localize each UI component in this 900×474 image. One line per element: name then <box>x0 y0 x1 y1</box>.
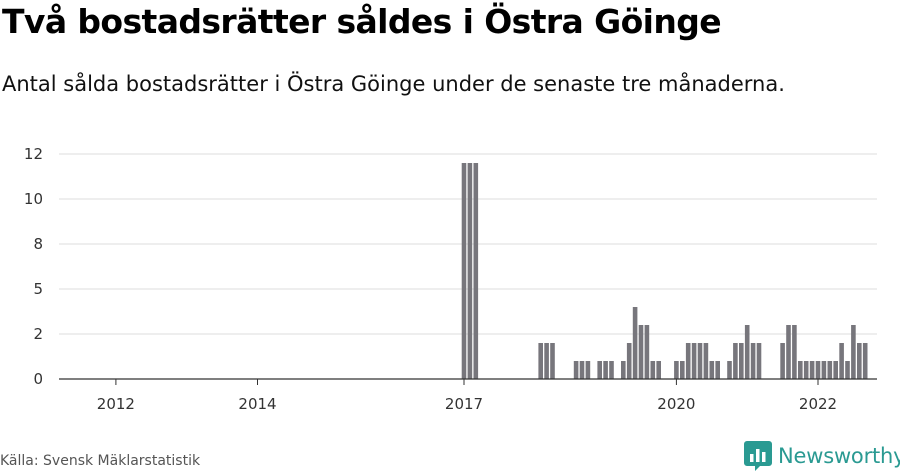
bar <box>697 343 703 379</box>
source-note: Källa: Svensk Mäklarstatistik <box>0 453 201 469</box>
bar <box>739 343 744 379</box>
bar <box>845 361 850 379</box>
chart-title: Två bostadsrätter såldes i Östra Göinge <box>2 2 722 41</box>
bar <box>815 361 821 379</box>
y-tick-label: 10 <box>24 190 43 208</box>
bar <box>798 361 803 379</box>
bar-chart: 0 2 5 8 10 12 2012 2014 2017 2020 2022 2 <box>24 130 878 413</box>
x-tick-label: 2017 <box>445 395 483 413</box>
bar <box>638 325 644 379</box>
x-tick-label: 2022 <box>799 395 837 413</box>
bar <box>839 343 844 379</box>
bar <box>461 163 467 379</box>
y-tick-label: 2 <box>33 325 43 343</box>
bar <box>809 361 815 379</box>
bar <box>621 361 626 379</box>
bar <box>550 343 555 379</box>
data-label: 2 <box>868 130 878 134</box>
bar <box>644 325 650 379</box>
bar <box>821 361 827 379</box>
bar <box>579 361 585 379</box>
bar <box>538 343 543 379</box>
bar <box>544 343 549 379</box>
bar <box>727 361 732 379</box>
newsworthy-logo-icon <box>744 441 772 471</box>
bar <box>862 343 868 379</box>
bar <box>733 343 738 379</box>
bar <box>703 343 709 379</box>
chart-subtitle: Antal sålda bostadsrätter i Östra Göinge… <box>2 72 785 96</box>
bar <box>833 361 838 379</box>
y-tick-label: 8 <box>33 235 43 253</box>
y-tick-label: 5 <box>33 280 43 298</box>
bar <box>585 361 591 379</box>
bar <box>609 361 614 379</box>
bar <box>674 361 679 379</box>
bar-series <box>461 163 868 379</box>
bar <box>603 361 608 379</box>
bar <box>573 361 579 379</box>
bar <box>650 361 656 379</box>
bar <box>827 361 833 379</box>
bar <box>756 343 762 379</box>
bar <box>851 325 856 379</box>
bar <box>750 343 756 379</box>
bar <box>709 361 715 379</box>
bar <box>792 325 797 379</box>
x-axis-ticks: 2012 2014 2017 2020 2022 <box>97 379 837 413</box>
y-tick-label: 0 <box>33 370 43 388</box>
bar <box>656 361 661 379</box>
x-tick-label: 2014 <box>238 395 276 413</box>
bar <box>597 361 602 379</box>
bar <box>680 361 685 379</box>
annotations: 2 <box>868 130 878 134</box>
bar <box>744 325 750 379</box>
x-tick-label: 2020 <box>657 395 695 413</box>
x-tick-label: 2012 <box>97 395 135 413</box>
bar <box>780 343 785 379</box>
brand-name: Newsworthy <box>778 444 900 468</box>
bar <box>626 343 632 379</box>
y-axis-ticks: 0 2 5 8 10 12 <box>24 145 43 388</box>
bar <box>685 343 691 379</box>
bar <box>473 163 479 379</box>
bar <box>467 163 473 379</box>
bar <box>632 307 638 379</box>
bar <box>857 343 862 379</box>
brand-logo[interactable]: Newsworthy <box>744 440 900 472</box>
y-tick-label: 12 <box>24 145 43 163</box>
bar <box>715 361 720 379</box>
bar <box>803 361 809 379</box>
bar <box>691 343 697 379</box>
bar <box>786 325 791 379</box>
